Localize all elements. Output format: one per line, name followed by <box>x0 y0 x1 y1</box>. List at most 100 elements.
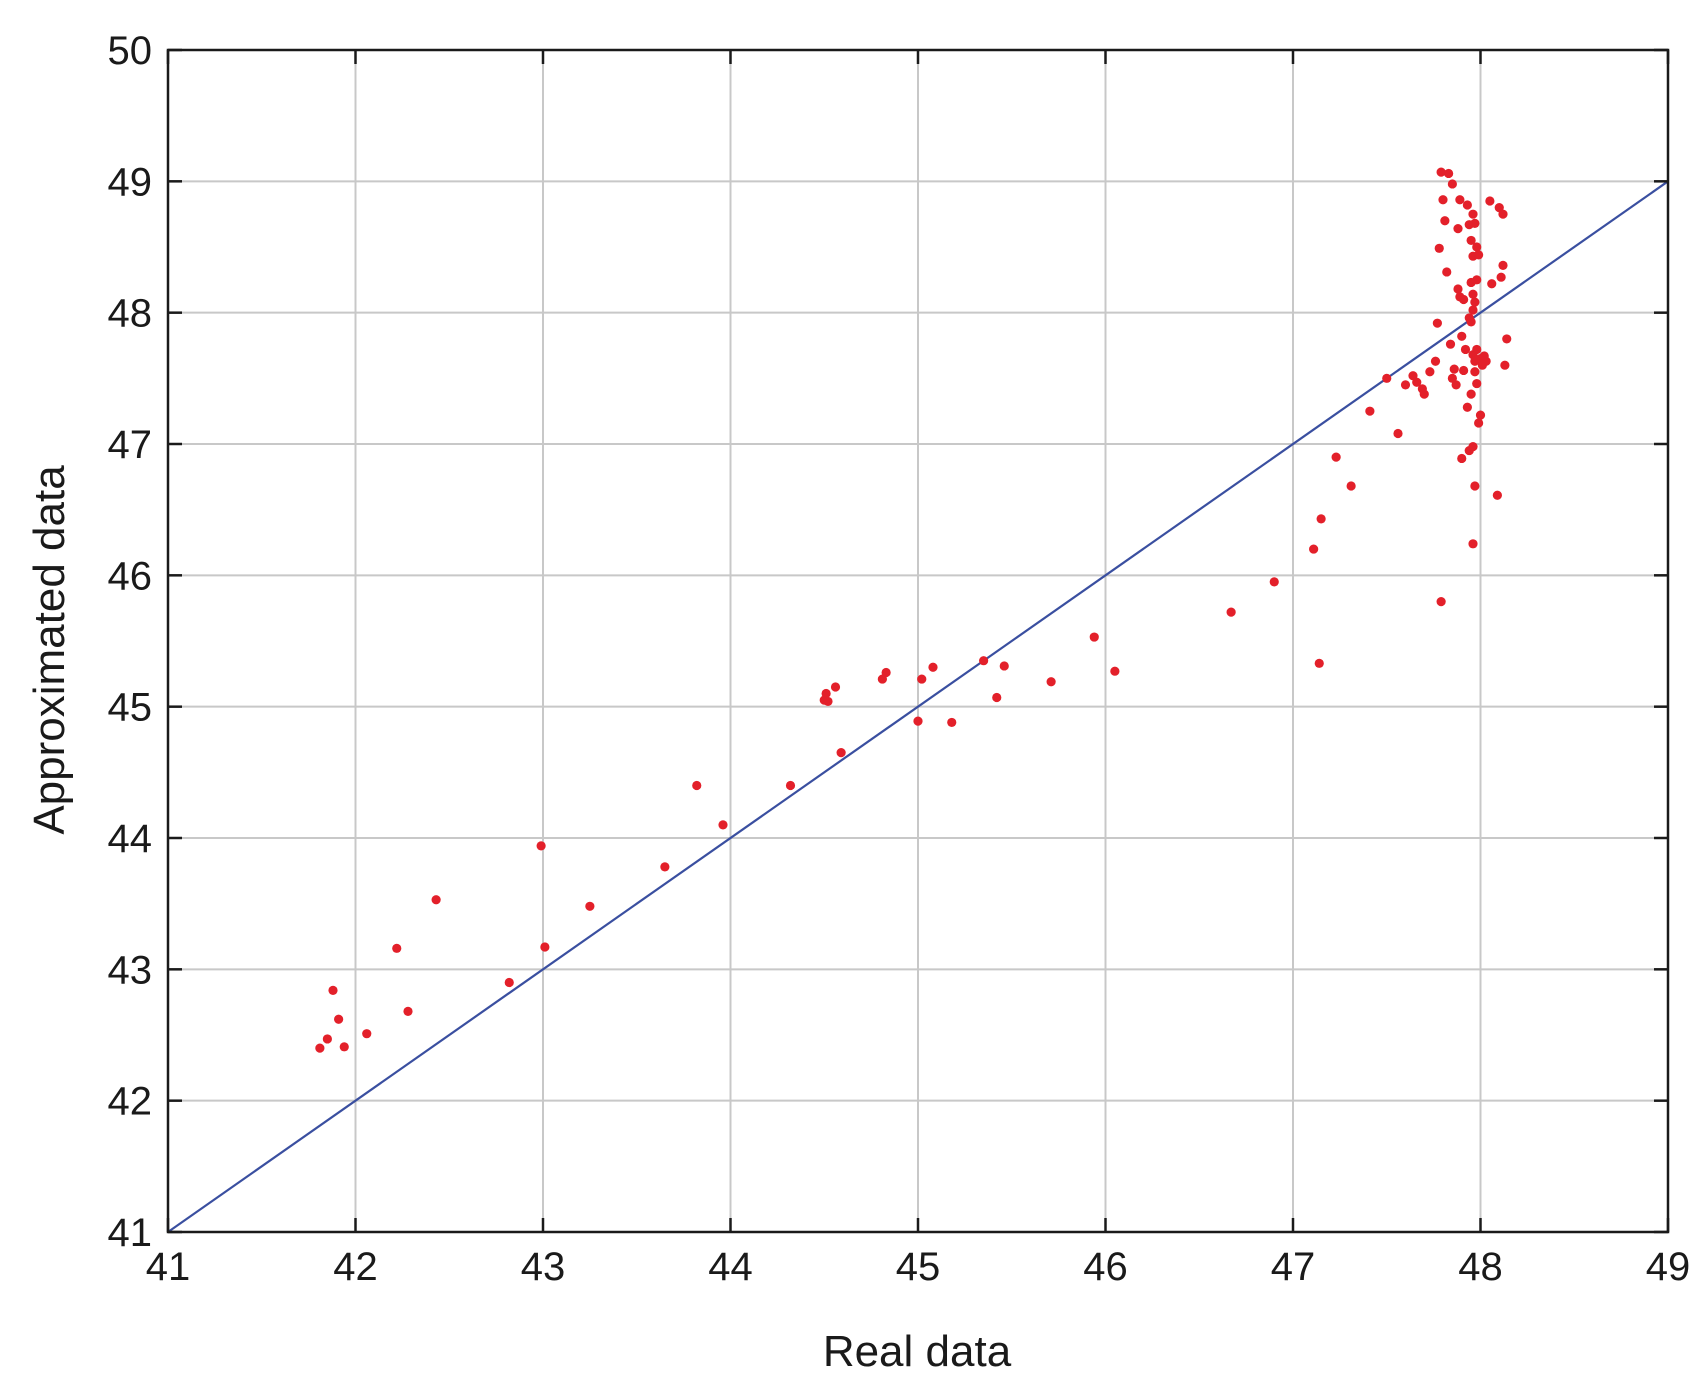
data-point <box>1481 356 1491 366</box>
data-point <box>1309 544 1319 554</box>
data-point <box>1432 318 1442 328</box>
data-point <box>718 820 728 830</box>
x-tick-label: 46 <box>1083 1245 1128 1289</box>
data-point <box>1455 195 1465 205</box>
data-point <box>1474 250 1484 260</box>
data-point <box>1445 339 1456 349</box>
data-point <box>1110 666 1120 676</box>
data-point <box>917 674 927 684</box>
data-point <box>1496 272 1506 282</box>
data-point <box>1460 344 1471 355</box>
data-point <box>1226 607 1236 617</box>
data-point <box>585 901 595 911</box>
data-point <box>1474 418 1484 428</box>
data-point <box>1346 481 1356 491</box>
y-tick-label: 48 <box>108 292 153 336</box>
data-point <box>823 696 833 707</box>
data-points <box>315 167 1512 1053</box>
data-point <box>328 985 338 995</box>
data-point <box>947 717 957 728</box>
data-point <box>1430 356 1441 366</box>
data-point <box>928 662 938 672</box>
data-point <box>1447 179 1457 189</box>
data-point <box>1466 389 1476 399</box>
grid-lines <box>168 50 1668 1232</box>
y-tick-label: 43 <box>108 948 153 992</box>
data-point <box>1487 279 1497 289</box>
data-point <box>1331 452 1341 462</box>
data-point <box>315 1043 325 1053</box>
x-tick-label: 44 <box>708 1245 753 1289</box>
y-tick-label: 46 <box>108 554 153 598</box>
data-point <box>1425 367 1435 377</box>
data-point <box>821 688 831 699</box>
data-point <box>504 977 514 988</box>
data-point <box>1436 597 1446 607</box>
data-point <box>1365 406 1375 416</box>
data-point <box>836 748 846 758</box>
data-point <box>403 1006 413 1016</box>
data-point <box>1316 514 1326 524</box>
data-point <box>692 780 702 791</box>
y-tick-label: 44 <box>108 817 153 861</box>
data-point <box>1468 305 1478 315</box>
data-point <box>660 862 670 872</box>
reference-line-group <box>167 180 1669 1233</box>
data-point <box>431 895 441 905</box>
y-tick-label: 49 <box>108 160 153 204</box>
data-point <box>1453 284 1463 294</box>
data-point <box>1485 196 1495 206</box>
data-point <box>1046 677 1056 687</box>
data-point <box>536 841 546 851</box>
x-tick-label: 49 <box>1646 1245 1691 1289</box>
data-point <box>979 656 989 666</box>
data-point <box>1472 275 1482 285</box>
data-point <box>1457 453 1467 464</box>
data-point <box>1466 235 1476 246</box>
data-point <box>1470 367 1480 377</box>
x-tick-label: 47 <box>1271 1245 1316 1289</box>
y-tick-label: 47 <box>108 423 153 467</box>
y-tick-label: 45 <box>108 686 153 730</box>
data-point <box>1468 539 1478 549</box>
y-axis-title: Approximated data <box>25 465 74 835</box>
data-point <box>913 716 923 726</box>
data-point <box>830 682 841 692</box>
data-point <box>362 1029 372 1039</box>
data-point <box>1453 224 1463 234</box>
data-point <box>1382 373 1392 383</box>
data-point <box>1502 334 1512 344</box>
data-point <box>1436 167 1446 177</box>
x-tick-label: 48 <box>1458 1245 1503 1289</box>
data-point <box>1470 297 1480 307</box>
data-point <box>1466 317 1476 327</box>
x-axis-title: Real data <box>823 1327 1012 1376</box>
data-point <box>1412 377 1422 387</box>
data-point <box>1269 577 1279 587</box>
tick-labels: 41 42 43 44 45 46 47 48 49 41 42 43 44 45 46 47 48 49 50 <box>108 29 1691 1289</box>
y-tick-label: 41 <box>108 1211 153 1255</box>
data-point <box>1314 658 1324 668</box>
data-point <box>322 1034 332 1044</box>
data-point <box>540 942 550 952</box>
data-point <box>1462 200 1472 210</box>
data-point <box>1472 378 1482 389</box>
data-point <box>1470 481 1480 491</box>
x-tick-label: 43 <box>521 1245 566 1289</box>
data-point <box>1462 402 1472 412</box>
axes <box>166 48 1670 1234</box>
data-point <box>999 661 1009 671</box>
data-point <box>339 1042 349 1052</box>
data-point <box>1468 209 1478 219</box>
data-point <box>1472 242 1482 252</box>
data-point <box>1459 365 1469 376</box>
data-point <box>1468 289 1478 299</box>
x-tick-label: 41 <box>146 1245 191 1289</box>
y-tick-label: 50 <box>108 29 153 73</box>
data-point <box>1492 490 1502 500</box>
data-point <box>1498 209 1508 219</box>
data-point <box>392 943 402 953</box>
